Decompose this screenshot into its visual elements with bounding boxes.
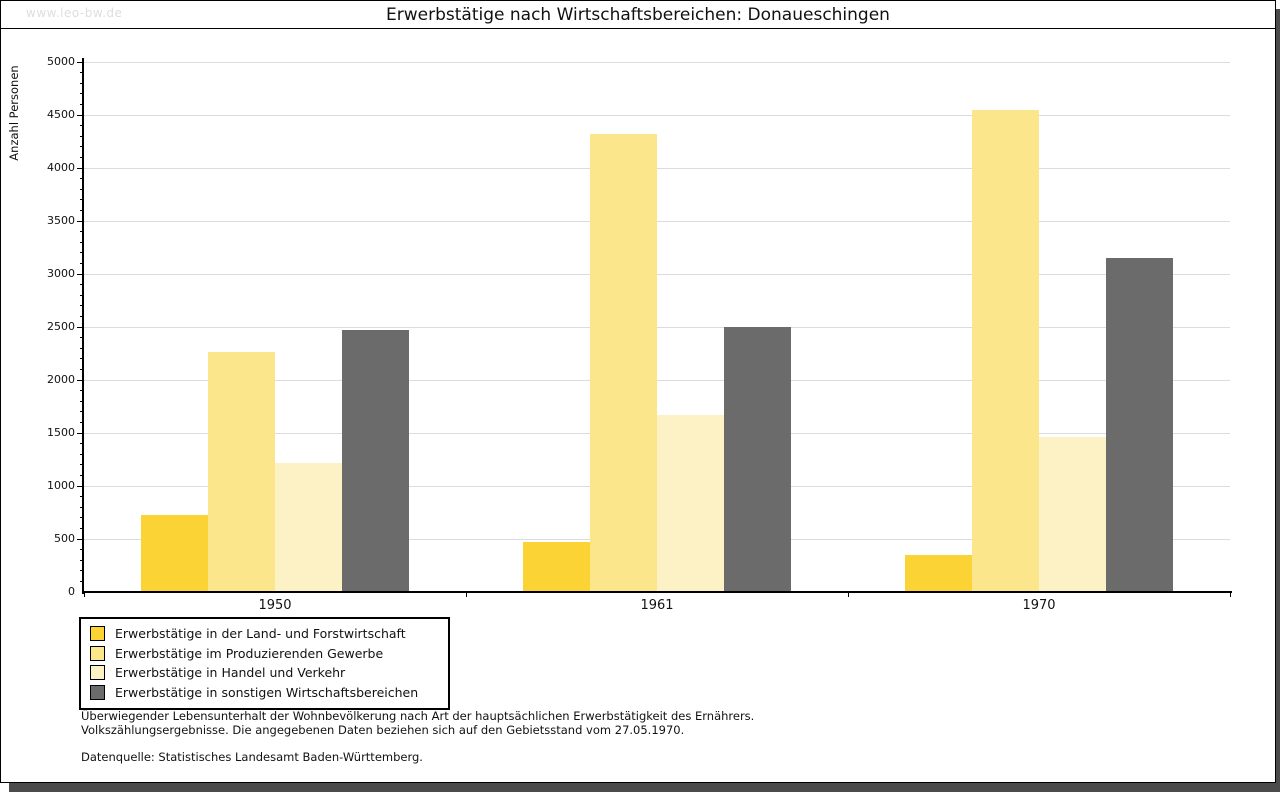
footnote-source: Datenquelle: Statistisches Landesamt Bad…: [81, 750, 423, 764]
legend-label: Erwerbstätige in der Land- und Forstwirt…: [115, 626, 406, 642]
legend-swatch: [90, 645, 105, 661]
y-tick-major: [77, 432, 84, 434]
y-tick-label: 3500: [47, 214, 75, 227]
bar: [342, 330, 409, 592]
y-axis-line: [82, 58, 84, 594]
x-axis-line: [82, 591, 1232, 593]
y-tick-major: [77, 61, 84, 63]
y-tick-label: 500: [54, 532, 75, 545]
y-tick-label: 3000: [47, 267, 75, 280]
gridline: [84, 61, 1230, 63]
y-tick-label: 1000: [47, 479, 75, 492]
y-tick-major: [77, 220, 84, 222]
footnote-line-1: Überwiegender Lebensunterhalt der Wohnbe…: [81, 709, 755, 723]
x-category-label: 1970: [1022, 598, 1056, 613]
legend-item: Erwerbstätige in sonstigen Wirtschaftsbe…: [87, 683, 442, 703]
gridline: [84, 114, 1230, 116]
x-tick: [465, 592, 467, 597]
gridline: [84, 326, 1230, 328]
bar: [724, 327, 791, 592]
y-tick-major: [77, 114, 84, 116]
bar: [1039, 436, 1106, 592]
legend-swatch: [90, 684, 105, 700]
y-tick-label: 4500: [47, 108, 75, 121]
bar: [972, 110, 1039, 592]
legend: Erwerbstätige in der Land- und Forstwirt…: [79, 617, 450, 710]
bar: [275, 463, 342, 592]
bar: [141, 514, 208, 592]
y-tick-label: 0: [68, 585, 75, 598]
legend-item: Erwerbstätige in der Land- und Forstwirt…: [87, 624, 442, 644]
x-category-label: 1961: [640, 598, 674, 613]
legend-item: Erwerbstätige im Produzierenden Gewerbe: [87, 644, 442, 664]
legend-label: Erwerbstätige im Produzierenden Gewerbe: [115, 645, 384, 661]
y-tick-label: 2000: [47, 373, 75, 386]
legend-swatch: [90, 665, 105, 681]
bar: [523, 542, 590, 592]
bar: [590, 134, 657, 592]
y-tick-label: 4000: [47, 161, 75, 174]
x-tick: [83, 592, 85, 597]
y-tick-major: [77, 167, 84, 169]
x-tick: [1229, 592, 1231, 597]
y-tick-label: 5000: [47, 55, 75, 68]
y-tick-major: [77, 485, 84, 487]
y-tick-major: [77, 326, 84, 328]
legend-swatch: [90, 626, 105, 642]
gridline: [84, 273, 1230, 275]
header: www.leo-bw.de Erwerbstätige nach Wirtsch…: [1, 1, 1275, 29]
x-category-label: 1950: [258, 598, 292, 613]
gridline: [84, 220, 1230, 222]
y-tick-major: [77, 273, 84, 275]
x-tick: [847, 592, 849, 597]
gridline: [84, 379, 1230, 381]
y-tick-major: [77, 379, 84, 381]
footnote-line-2: Volkszählungsergebnisse. Die angegebenen…: [81, 723, 685, 737]
y-tick-major: [77, 538, 84, 540]
watermark: www.leo-bw.de: [26, 6, 123, 20]
bar: [1106, 258, 1173, 592]
legend-item: Erwerbstätige in Handel und Verkehr: [87, 663, 442, 683]
legend-label: Erwerbstätige in sonstigen Wirtschaftsbe…: [115, 684, 419, 700]
legend-label: Erwerbstätige in Handel und Verkehr: [115, 665, 346, 681]
bar: [905, 554, 972, 592]
footnote-block: Überwiegender Lebensunterhalt der Wohnbe…: [81, 709, 754, 737]
y-tick-label: 1500: [47, 426, 75, 439]
bar: [208, 352, 275, 592]
chart-title: Erwerbstätige nach Wirtschaftsbereichen:…: [386, 5, 890, 25]
bar: [657, 414, 724, 592]
y-tick-label: 2500: [47, 320, 75, 333]
gridline: [84, 167, 1230, 169]
